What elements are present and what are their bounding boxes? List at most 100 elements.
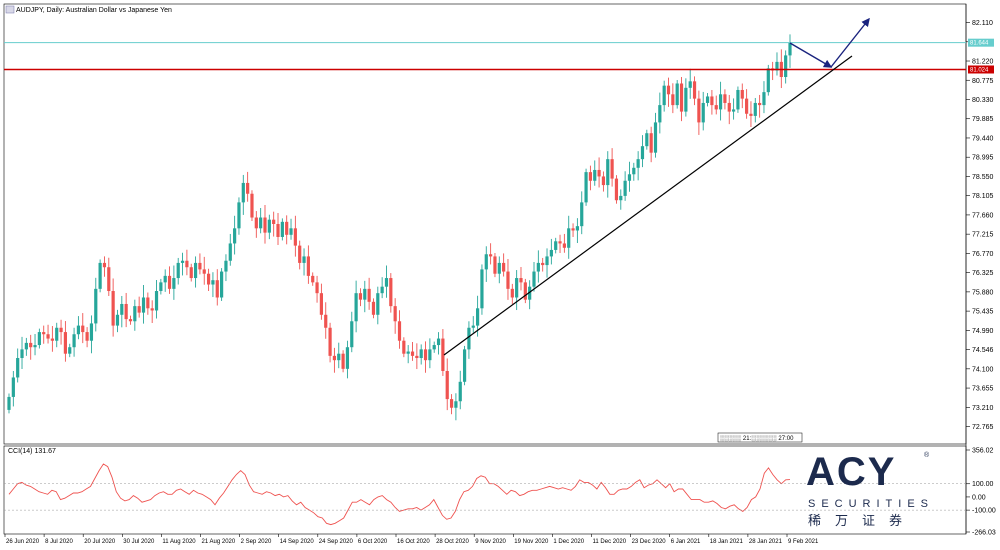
date-tick-label: 1 Dec 2020: [553, 539, 584, 545]
candle-body: [20, 349, 24, 359]
logo-registered-mark: ®: [924, 452, 930, 459]
candle-body: [276, 224, 280, 237]
date-tick-label: 21 Aug 2020: [202, 539, 236, 545]
candle-body: [684, 87, 688, 112]
price-tick-label: 73.655: [972, 386, 994, 393]
candle-body: [341, 353, 345, 369]
candle-body: [480, 269, 484, 309]
candle-body: [11, 377, 15, 397]
candle-body: [601, 176, 606, 186]
cci-tick-label: 100.00: [972, 481, 994, 488]
candle-body: [315, 282, 319, 294]
candle-body: [298, 245, 302, 263]
date-tick-label: 16 Oct 2020: [397, 539, 430, 545]
candle-body: [76, 325, 81, 335]
date-tick-label: 9 Nov 2020: [475, 539, 506, 545]
candle-body: [376, 293, 380, 315]
candle-body: [489, 254, 493, 257]
price-tick-label: 72.765: [972, 424, 994, 431]
projection-arrow-down[interactable]: [789, 42, 833, 68]
candle-body: [59, 327, 63, 333]
candle-body: [163, 275, 167, 283]
date-tick-label: 30 Jul 2020: [123, 539, 155, 545]
candle-body: [645, 133, 649, 147]
candle-body: [753, 102, 757, 116]
candle-body: [267, 219, 271, 233]
candle-body: [367, 288, 371, 302]
timer-box: [717, 432, 803, 443]
candle-body: [662, 85, 666, 106]
candle-body: [554, 241, 558, 250]
price-tick-label: 73.210: [972, 405, 994, 412]
candle-body: [575, 226, 579, 231]
logo-securities: SECURITIES: [808, 498, 935, 510]
candle-body: [29, 342, 33, 348]
candle-body: [180, 260, 185, 263]
candle-body: [176, 262, 180, 279]
uptrend-line[interactable]: [443, 55, 853, 356]
candle-body: [46, 334, 50, 339]
candle-body: [337, 353, 341, 361]
candle-body: [710, 96, 714, 106]
date-tick-label: 18 Jan 2021: [710, 539, 744, 545]
price-tick-label: 74.100: [972, 366, 994, 373]
candle-body: [94, 288, 98, 324]
candle-body: [272, 219, 276, 224]
candle-body: [141, 297, 146, 313]
candle-body: [332, 355, 337, 361]
candle-body: [406, 351, 410, 354]
price-tick-label: 77.215: [972, 232, 994, 239]
cci-tick-label: -266.03: [972, 530, 996, 537]
candle-body: [55, 327, 59, 341]
candle-body: [675, 83, 679, 106]
candle-body: [159, 282, 163, 292]
date-tick-label: 14 Sep 2020: [280, 539, 315, 545]
candle-body: [371, 301, 376, 315]
candle-body: [436, 338, 441, 346]
candle-body: [506, 271, 510, 289]
candle-body: [363, 288, 367, 300]
price-tick-label: 74.546: [972, 347, 994, 354]
candle-body: [493, 256, 497, 274]
cci-tick-label: 0.00: [972, 494, 986, 501]
candle-body: [172, 278, 176, 289]
candle-body: [627, 174, 632, 181]
candle-body: [250, 193, 254, 218]
candle-body: [293, 228, 297, 246]
candle-body: [731, 109, 736, 112]
candle-body: [723, 94, 727, 103]
candle-body: [397, 321, 402, 341]
candle-body: [441, 338, 445, 371]
candle-body: [454, 401, 458, 408]
date-tick-label: 20 Jul 2020: [84, 539, 116, 545]
projection-arrow-up[interactable]: [830, 17, 870, 68]
candle-body: [736, 89, 740, 110]
price-tick-label: 76.770: [972, 251, 994, 258]
candle-body: [666, 85, 671, 95]
candle-body: [545, 256, 549, 266]
logo-brand: ACY: [806, 450, 897, 494]
date-tick-label: 6 Oct 2020: [358, 539, 388, 545]
candle-body: [718, 94, 723, 110]
cci-line: [8, 463, 791, 526]
candle-body: [285, 221, 289, 235]
candle-body: [584, 172, 588, 203]
date-tick-label: 28 Jan 2021: [749, 539, 783, 545]
price-tick-label: 81.220: [972, 59, 994, 66]
candle-body: [98, 262, 102, 289]
date-tick-label: 6 Jan 2021: [671, 539, 701, 545]
candle-body: [224, 260, 228, 272]
candle-body: [510, 288, 514, 298]
candle-body: [215, 280, 219, 298]
candle-body: [415, 355, 419, 359]
candle-body: [24, 342, 28, 350]
candle-body: [727, 102, 731, 112]
candle-body: [81, 325, 85, 333]
candle-body: [311, 275, 315, 283]
candle-body: [185, 260, 189, 268]
candle-body: [571, 228, 575, 231]
candle-body: [432, 345, 436, 350]
candle-body: [358, 293, 363, 300]
chart-header: AUDJPY, Daily: Australian Dollar vs Japa…: [16, 7, 172, 14]
